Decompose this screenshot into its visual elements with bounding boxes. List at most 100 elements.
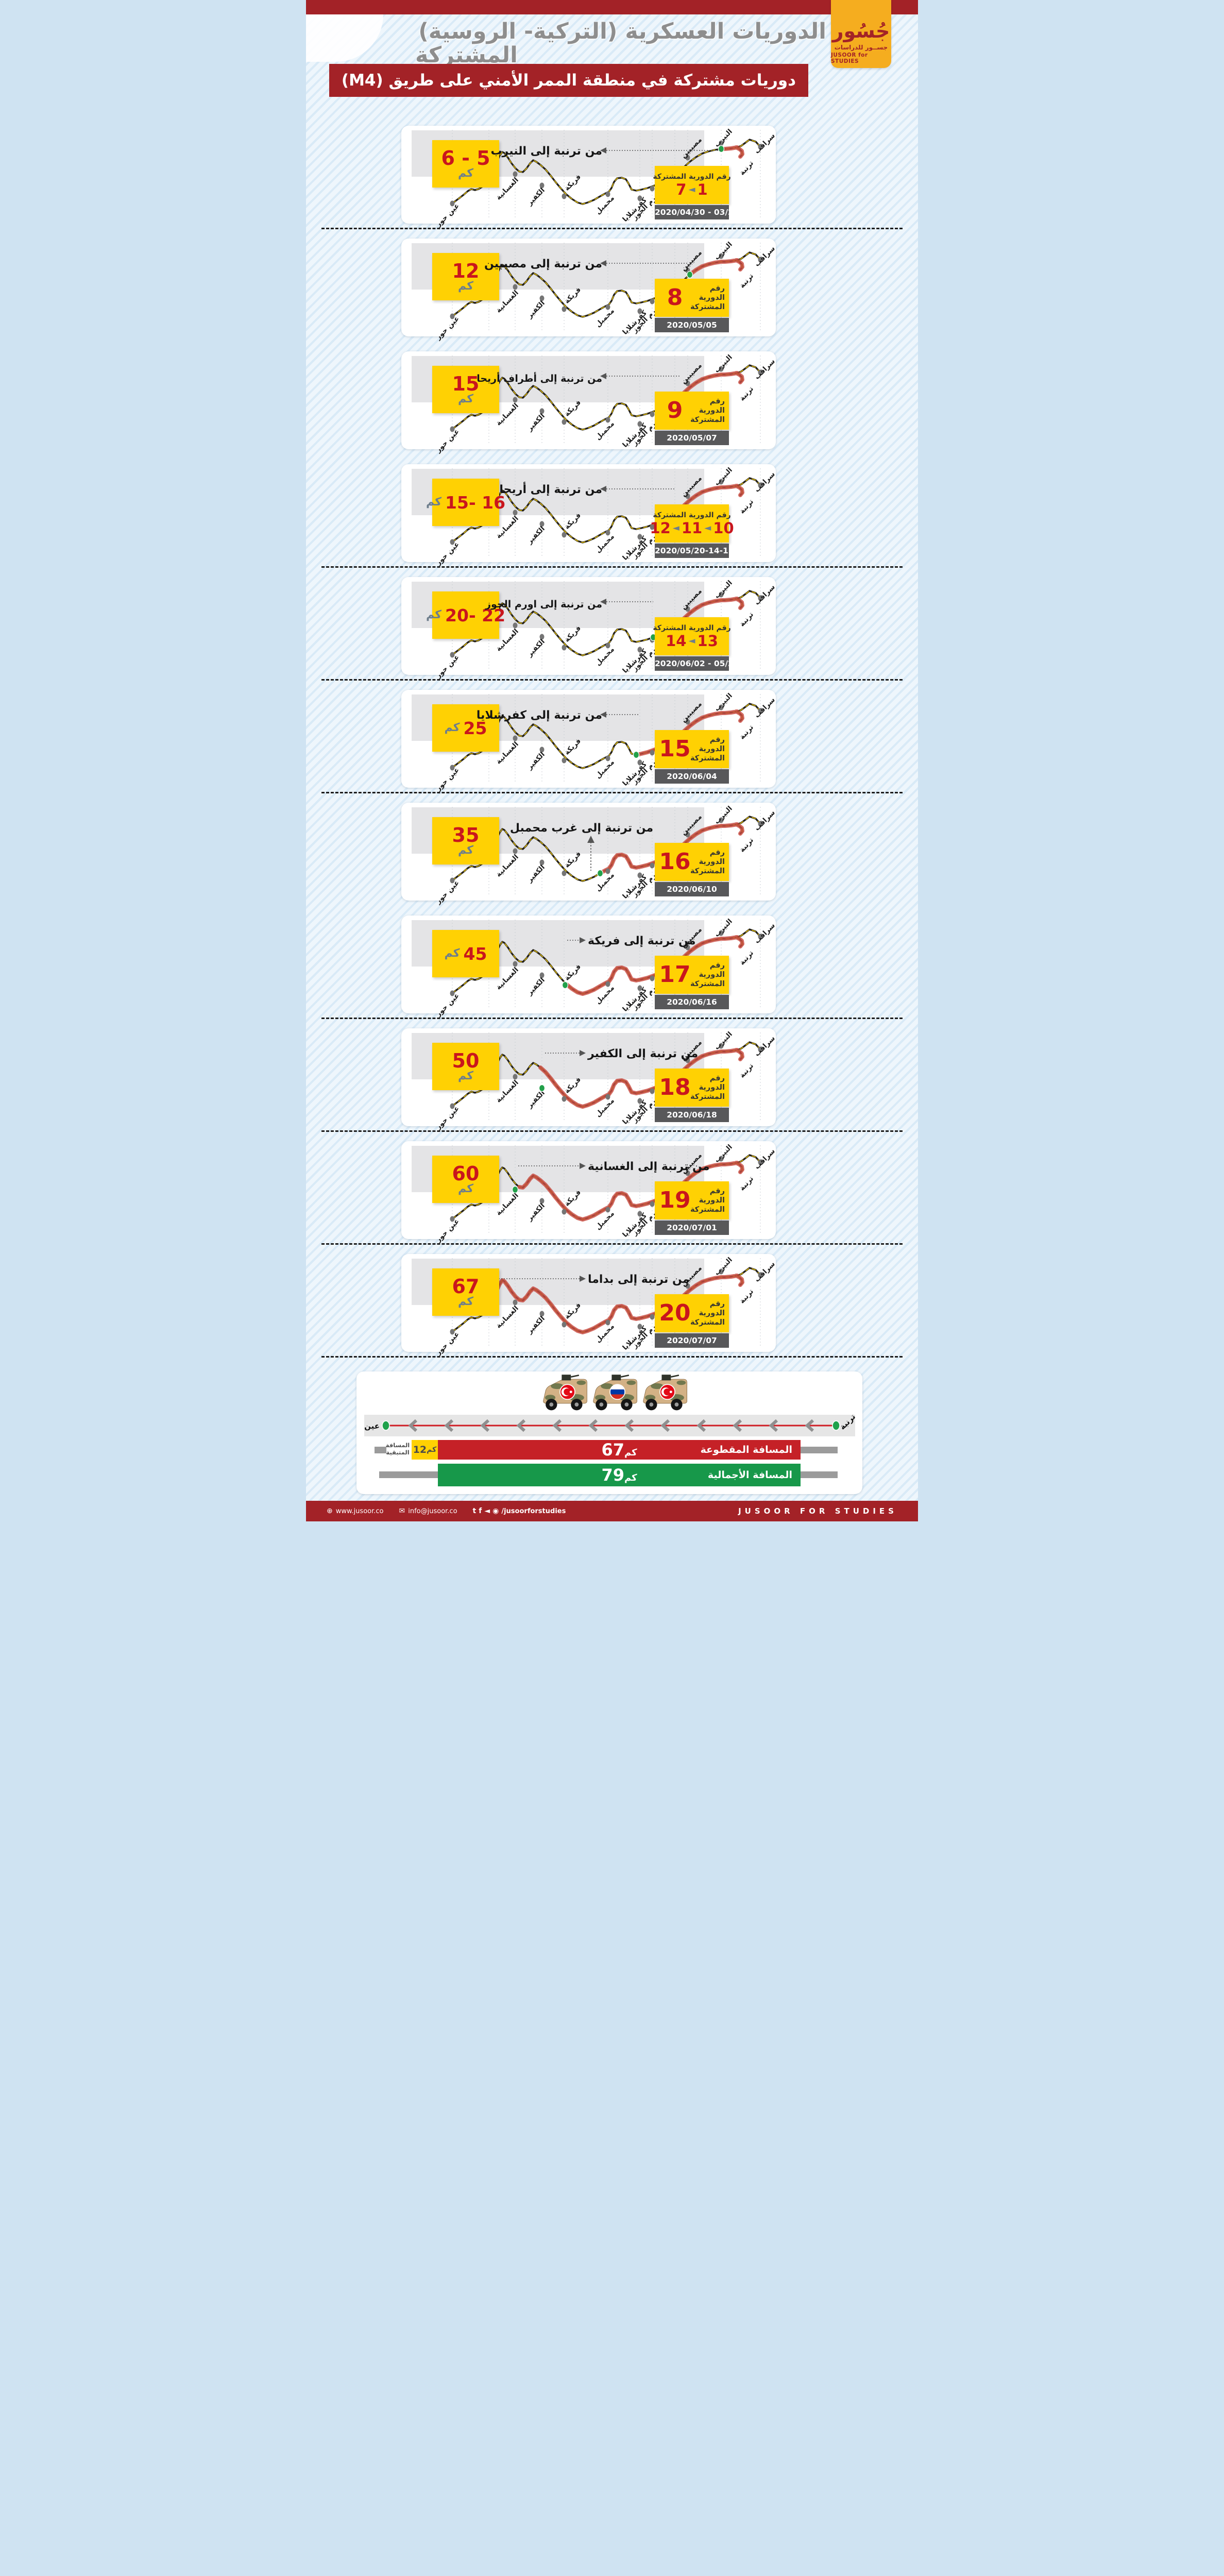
patrol-number-box: رقم الدورية المشتركة 7 ◄ 1 2020/04/30 - 03/2… <box>653 166 739 219</box>
town-dot <box>758 595 763 601</box>
patrol-number-box: 15 رقم الدورية المشتركة 2020/06/04 <box>655 730 729 784</box>
town-dot <box>450 1216 455 1222</box>
patrol-number-part: 10 <box>713 519 734 537</box>
town-dot <box>562 1096 567 1102</box>
decor-swoosh <box>306 14 383 62</box>
jusoor-logo: جُسُور جســور للدراسات JUSOOR for STUDIE… <box>831 0 891 68</box>
vehicle-turkey <box>543 1374 587 1411</box>
town-dot <box>758 482 763 488</box>
distance-unit: كم <box>426 608 442 621</box>
town-dot <box>562 419 567 425</box>
patrol-number-label: رقم الدورية المشتركة <box>690 961 725 989</box>
town-dot <box>562 306 567 312</box>
distance-value: 25 <box>463 718 487 738</box>
town-dot <box>539 521 545 527</box>
town-dot <box>637 195 642 201</box>
patrol-number-yellow: 8 رقم الدورية المشتركة <box>655 279 729 317</box>
remaining-distance-badge: 12 كم <box>412 1440 438 1460</box>
town-dot <box>450 990 455 996</box>
infographic-page: الدوريات العسكرية (التركية- الروسية) الم… <box>306 0 918 1521</box>
town-label: النيرب <box>712 241 734 262</box>
town-label: فريكة <box>563 850 583 869</box>
town-label: النيرب <box>712 918 734 939</box>
progress-line: ترنبة عين حور <box>346 1412 857 1432</box>
patrol-number-box: 9 رقم الدورية المشتركة 2020/05/07 <box>655 392 729 445</box>
town-label: عين حور <box>434 540 461 568</box>
town-label: فريكة <box>563 1188 583 1208</box>
town-label: الكفير <box>525 863 547 885</box>
chevron-left-icon <box>408 1419 418 1432</box>
patrol-panel-1: سراقبالنيربمصيبينأريحااورم الجوزكفرشلايا… <box>401 126 777 229</box>
arrow-right-icon <box>580 1276 586 1282</box>
town-dot <box>605 191 610 197</box>
patrol-number: 8 <box>667 284 683 311</box>
chevron-left-icon <box>624 1419 634 1432</box>
distance-unit: كم <box>426 496 442 509</box>
town-dot <box>685 1057 690 1063</box>
page-title-line2: المشتركة <box>415 42 518 68</box>
chevron-left-icon <box>769 1419 778 1432</box>
green-endpoint-dot <box>718 145 725 153</box>
globe-icon: ⊕ <box>327 1507 333 1515</box>
remaining-stub-left <box>375 1447 386 1453</box>
town-label: فريكة <box>563 1075 583 1095</box>
town-dot <box>539 859 545 866</box>
distance-badge: كم 45 <box>432 930 499 977</box>
patrol-date: 2020/05/05 <box>655 318 729 332</box>
turret <box>661 1375 671 1381</box>
page-subtitle: دوريات مشتركة في منطقة الممر الأمني على … <box>329 64 808 97</box>
town-label: النيرب <box>712 1143 734 1164</box>
page-separator <box>321 228 903 229</box>
town-label: فريكة <box>563 1301 583 1320</box>
patrol-number-label: رقم الدورية المشتركة <box>690 848 725 876</box>
town-label: عين حور <box>434 992 461 1019</box>
town-dot <box>685 380 690 386</box>
town-dot <box>637 421 642 427</box>
town-label: عين حور <box>434 202 461 229</box>
town-label: النيرب <box>712 692 734 713</box>
town-dot <box>539 1198 545 1204</box>
patrol-number-box: 17 رقم الدورية المشتركة 2020/06/16 <box>655 956 729 1009</box>
patrol-number-label: رقم الدورية المشتركة <box>690 1299 725 1327</box>
chevron-left-icon <box>696 1419 706 1432</box>
distance-value: 12 <box>452 260 480 282</box>
vehicle-russia <box>593 1374 637 1411</box>
town-label: النيرب <box>712 128 734 149</box>
footer-brand: JUSOOR FOR STUDIES <box>738 1506 897 1516</box>
patrol-number: 20 <box>659 1300 691 1326</box>
town-dot <box>539 747 545 753</box>
footer-social[interactable]: t f ◄ ◉ /jusoorforstudies <box>472 1507 566 1515</box>
route-label: من ترنبة إلى الغسانية <box>588 1160 710 1173</box>
progress-band: ترنبة عين حور <box>346 1412 857 1436</box>
patrol-number-box: 19 رقم الدورية المشتركة 2020/07/01 <box>655 1181 729 1235</box>
patrol-number-box: 8 رقم الدورية المشتركة 2020/05/05 <box>655 279 729 332</box>
total-distance-value: 79كم <box>601 1465 637 1485</box>
patrol-panel-3: سراقبالنيربمصيبينأريحااورم الجوزكفرشلايا… <box>401 351 777 454</box>
town-label: الكفير <box>525 412 547 433</box>
town-label-turnba: ترنبة <box>738 949 755 967</box>
footer-website[interactable]: ⊕ www.jusoor.co <box>327 1507 384 1515</box>
route-label: من ترنبة إلى أريحا <box>499 483 602 496</box>
town-dot <box>685 155 690 161</box>
town-label-turnba: ترنبة <box>738 1287 755 1306</box>
footer-email[interactable]: ✉ info@jusoor.co <box>399 1507 457 1515</box>
town-dot <box>513 510 518 516</box>
distance-value: 15- 16 <box>445 492 506 513</box>
town-label: الكفير <box>525 1315 547 1336</box>
page-separator <box>321 792 903 793</box>
distance-value: 67 <box>452 1275 480 1298</box>
town-dot <box>637 308 642 314</box>
patrol-date: 2020/06/02 - 05/28 <box>655 656 739 671</box>
green-endpoint-dot <box>512 1185 519 1194</box>
town-dot <box>685 1283 690 1289</box>
town-dot <box>513 1074 518 1080</box>
patrol-panel-11: سراقبالنيربمصيبينأريحااورم الجوزكفرشلايا… <box>401 1254 777 1357</box>
patrol-number-label: رقم الدورية المشتركة <box>653 624 731 632</box>
patrol-number-part: 7 <box>676 181 687 198</box>
town-dot <box>450 1103 455 1109</box>
town-dot <box>539 295 545 301</box>
town-dot <box>562 870 567 876</box>
patrol-number-part: 11 <box>681 519 703 537</box>
town-dot <box>637 534 642 540</box>
